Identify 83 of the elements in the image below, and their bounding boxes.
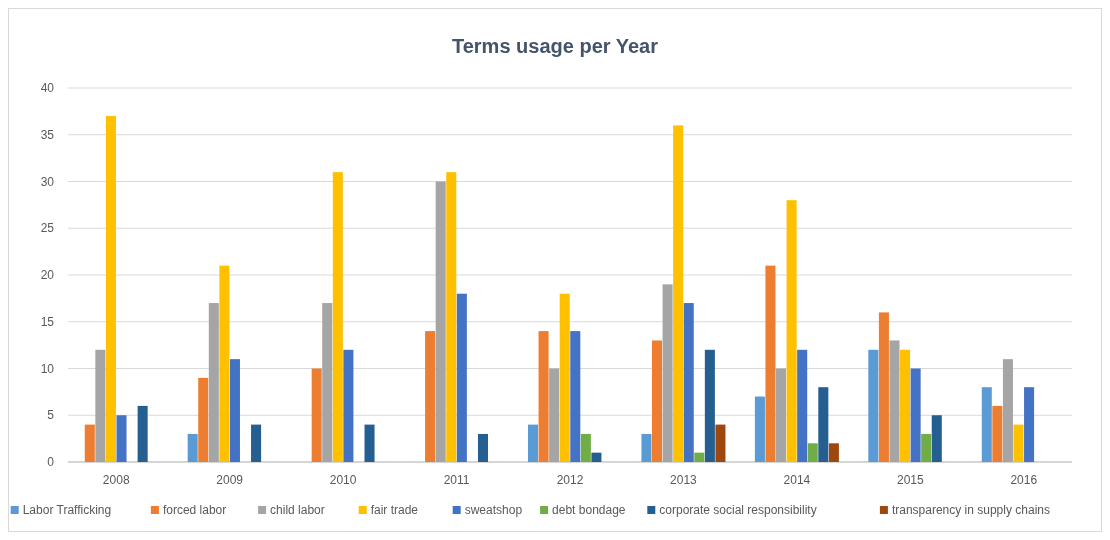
bar: [322, 303, 333, 462]
bar: [538, 331, 549, 462]
bar: [889, 340, 900, 462]
legend-label: debt bondage: [552, 503, 626, 517]
bar: [818, 387, 829, 462]
legend-label: child labor: [270, 503, 325, 517]
bar: [95, 349, 106, 462]
y-tick-label: 0: [47, 455, 55, 470]
bar: [198, 377, 209, 462]
bar: [477, 433, 488, 462]
x-tick-label: 2010: [329, 473, 357, 487]
legend-label: corporate social responsibility: [659, 503, 817, 517]
legend-label: fair trade: [370, 503, 419, 517]
bar: [229, 359, 240, 462]
x-tick-label: 2012: [556, 473, 584, 487]
x-tick-label: 2015: [896, 473, 925, 487]
x-tick-label: 2011: [443, 473, 470, 487]
chart-title: Terms usage per Year: [451, 35, 659, 57]
legend-label: transparency in supply chains: [891, 503, 1050, 517]
bar: [1002, 359, 1013, 462]
bar: [797, 349, 808, 462]
y-tick-label: 15: [40, 314, 55, 329]
bar: [1013, 424, 1024, 462]
x-tick-label: 2009: [216, 473, 244, 487]
bar: [332, 172, 343, 462]
bar: [662, 284, 673, 462]
bar: [868, 349, 879, 462]
y-tick-label: 30: [40, 174, 55, 189]
bar: [219, 265, 230, 462]
bar: [105, 116, 116, 462]
bar: [981, 387, 992, 462]
bar: [765, 265, 776, 462]
x-tick-label: 2008: [102, 473, 130, 487]
bar: [921, 433, 932, 462]
bar: [456, 293, 467, 462]
bar: [559, 293, 570, 462]
bar: [137, 405, 148, 462]
legend-label: sweatshop: [464, 503, 523, 517]
bar: [580, 433, 591, 462]
bar: [900, 349, 911, 462]
bar: [641, 433, 652, 462]
bar: [187, 433, 198, 462]
y-tick-label: 5: [47, 408, 55, 423]
bar: [527, 424, 539, 462]
x-tick-label: 2016: [1010, 473, 1038, 487]
bar: [910, 368, 921, 462]
bar: [549, 368, 560, 462]
y-tick-label: 25: [40, 221, 55, 236]
bar: [878, 312, 889, 462]
bar: [435, 181, 446, 462]
bar: [694, 452, 705, 462]
bar: [704, 349, 715, 462]
x-tick-label: 2014: [783, 473, 811, 487]
bar: [343, 349, 354, 462]
bar: [116, 415, 127, 462]
bar: [425, 331, 436, 462]
x-tick-label: 2013: [670, 473, 698, 487]
y-tick-label: 40: [40, 81, 55, 96]
bar: [364, 424, 375, 462]
y-tick-label: 20: [40, 268, 55, 283]
legend-label: Labor Trafficking: [22, 503, 112, 517]
bar: [828, 443, 839, 462]
bar: [715, 424, 726, 462]
bar: [754, 396, 765, 462]
bar: [992, 405, 1003, 462]
bar: [786, 200, 797, 462]
bar: [208, 303, 219, 462]
y-tick-label: 35: [40, 127, 55, 142]
bar: [683, 303, 694, 462]
bar: [807, 443, 818, 462]
bar: [652, 340, 663, 462]
y-tick-label: 10: [40, 361, 55, 376]
bar: [570, 331, 581, 462]
bar: [84, 424, 95, 462]
legend-label: forced labor: [162, 503, 227, 517]
bar: [591, 452, 602, 462]
bar: [673, 125, 684, 462]
bar: [1024, 387, 1035, 462]
bar: [311, 368, 322, 462]
bar: [251, 424, 262, 462]
bar: [446, 172, 457, 462]
bar: [776, 368, 787, 462]
bar: [931, 415, 942, 462]
